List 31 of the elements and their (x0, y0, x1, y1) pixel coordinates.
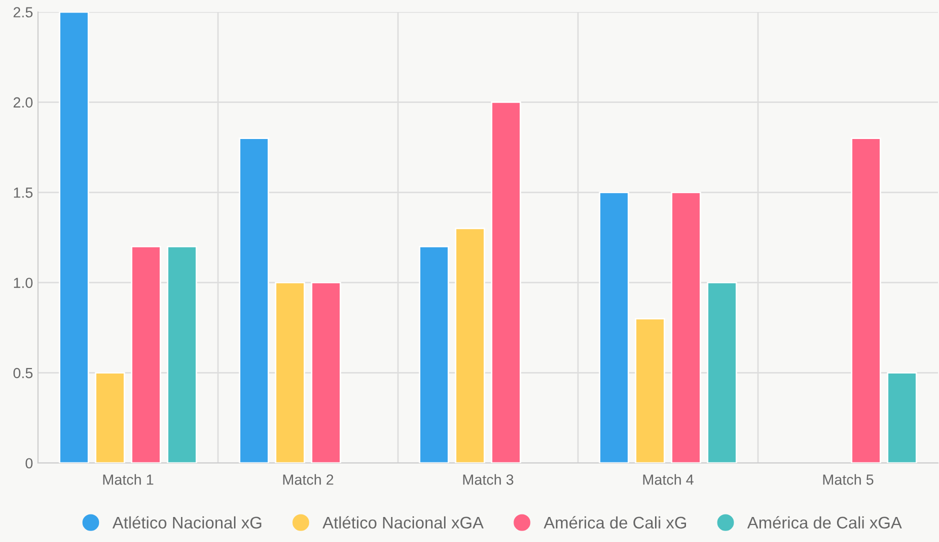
legend-label: Atlético Nacional xGA (322, 516, 484, 529)
x-tick-label: Match 4 (643, 474, 694, 485)
bar (454, 228, 486, 463)
legend-label: América de Cali xG (544, 516, 686, 529)
bar (706, 282, 738, 463)
bar (850, 138, 882, 463)
bar (238, 138, 270, 463)
bar (130, 246, 162, 463)
y-tick-label: 2.5 (14, 7, 33, 18)
bar (310, 282, 342, 463)
y-tick-label: 1.5 (14, 188, 33, 198)
bar (490, 102, 522, 463)
y-tick-label: 0.5 (13, 368, 33, 378)
y-tick-label: 2.0 (14, 97, 33, 108)
x-tick-label: Match 5 (823, 474, 874, 485)
bar (166, 246, 198, 463)
y-tick-label: 1.0 (14, 278, 33, 288)
bar (58, 12, 90, 463)
x-tick-label: Match 1 (103, 474, 154, 485)
legend-label: Atlético Nacional xG (112, 516, 262, 529)
bar (634, 318, 666, 463)
bar (886, 372, 918, 463)
bar (274, 282, 306, 463)
y-tick-label: 0 (26, 458, 33, 468)
bar (670, 192, 702, 463)
bar (94, 372, 126, 463)
legend-label: América de Cali xGA (747, 516, 902, 529)
bar (598, 192, 630, 463)
x-tick-label: Match 3 (463, 474, 514, 485)
x-tick-label: Match 2 (283, 474, 334, 485)
bar (418, 246, 450, 463)
